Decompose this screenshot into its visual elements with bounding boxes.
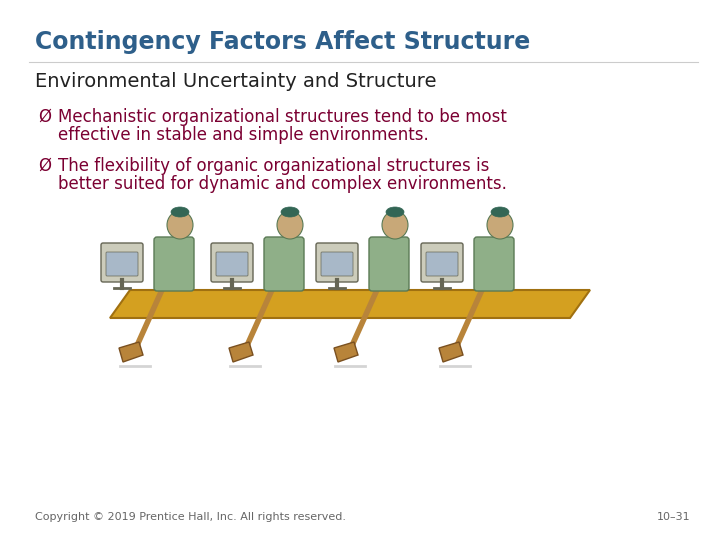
Ellipse shape — [171, 207, 189, 217]
Polygon shape — [439, 342, 463, 362]
FancyBboxPatch shape — [426, 252, 458, 276]
FancyBboxPatch shape — [101, 243, 143, 282]
Polygon shape — [334, 342, 358, 362]
FancyBboxPatch shape — [369, 237, 409, 291]
Text: Copyright © 2019 Prentice Hall, Inc. All rights reserved.: Copyright © 2019 Prentice Hall, Inc. All… — [35, 512, 346, 522]
Ellipse shape — [277, 211, 303, 239]
Ellipse shape — [382, 211, 408, 239]
FancyBboxPatch shape — [421, 243, 463, 282]
Ellipse shape — [281, 207, 299, 217]
Text: Mechanistic organizational structures tend to be most: Mechanistic organizational structures te… — [58, 108, 507, 126]
Polygon shape — [110, 290, 590, 318]
Text: The flexibility of organic organizational structures is: The flexibility of organic organizationa… — [58, 157, 490, 175]
FancyBboxPatch shape — [154, 237, 194, 291]
FancyBboxPatch shape — [216, 252, 248, 276]
Ellipse shape — [167, 211, 193, 239]
FancyBboxPatch shape — [211, 243, 253, 282]
Ellipse shape — [487, 211, 513, 239]
Text: Ø: Ø — [38, 108, 51, 126]
Text: better suited for dynamic and complex environments.: better suited for dynamic and complex en… — [58, 175, 507, 193]
Polygon shape — [119, 342, 143, 362]
FancyBboxPatch shape — [264, 237, 304, 291]
FancyBboxPatch shape — [106, 252, 138, 276]
Text: 10–31: 10–31 — [657, 512, 690, 522]
Polygon shape — [229, 342, 253, 362]
Ellipse shape — [386, 207, 404, 217]
Text: effective in stable and simple environments.: effective in stable and simple environme… — [58, 126, 428, 144]
FancyBboxPatch shape — [321, 252, 353, 276]
Text: Contingency Factors Affect Structure: Contingency Factors Affect Structure — [35, 30, 530, 54]
Text: Ø: Ø — [38, 157, 51, 175]
Ellipse shape — [491, 207, 509, 217]
FancyBboxPatch shape — [474, 237, 514, 291]
FancyBboxPatch shape — [316, 243, 358, 282]
Text: Environmental Uncertainty and Structure: Environmental Uncertainty and Structure — [35, 72, 436, 91]
